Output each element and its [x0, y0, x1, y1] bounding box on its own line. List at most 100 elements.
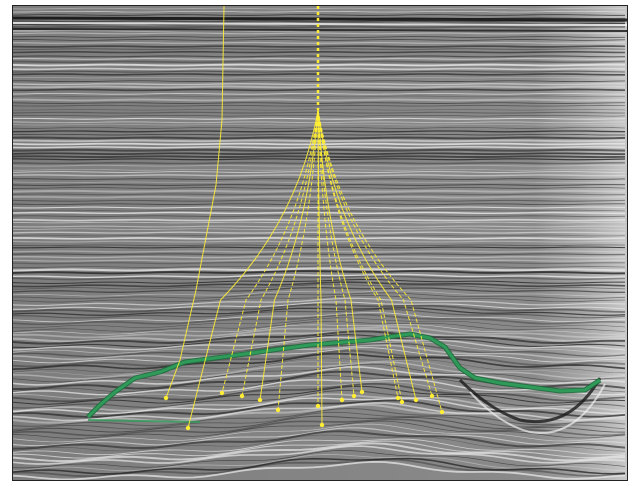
well-target-marker[interactable] — [219, 390, 225, 396]
well-trajectory[interactable] — [165, 6, 225, 399]
well-trajectory[interactable] — [277, 109, 319, 411]
reflector-line — [13, 240, 626, 243]
reflector-line — [13, 445, 626, 465]
reflector-line — [13, 460, 626, 480]
well-trajectory[interactable] — [317, 109, 323, 426]
reflector-line — [13, 265, 626, 268]
reflector-line — [13, 133, 625, 136]
reflector-line — [13, 308, 626, 319]
reflector-line — [13, 88, 626, 92]
well-trajectory[interactable] — [317, 109, 403, 403]
well-target-marker[interactable] — [275, 407, 281, 413]
reflector-line — [13, 453, 626, 472]
reflector-line — [13, 45, 626, 48]
reflector-line — [13, 330, 626, 345]
reflector-line — [13, 22, 627, 26]
well-target-marker[interactable] — [395, 395, 401, 401]
well-trajectory[interactable] — [241, 109, 319, 397]
reflector-line — [13, 312, 626, 323]
reflector-line — [13, 440, 626, 459]
reflector-line — [13, 267, 626, 272]
well-trajectory[interactable] — [259, 109, 319, 401]
well-target-marker[interactable] — [315, 403, 321, 409]
well-target-marker[interactable] — [239, 393, 245, 399]
reflector-line — [13, 80, 626, 82]
reflector-line — [13, 244, 626, 247]
reflector-line — [13, 325, 626, 339]
horizon-pick-segment[interactable] — [87, 419, 201, 423]
reflector-line — [13, 250, 626, 253]
well-trajectory[interactable] — [221, 109, 319, 394]
reflector-line — [13, 111, 626, 114]
reflector-line — [13, 255, 626, 259]
reflector-line — [13, 357, 626, 374]
well-target-marker[interactable] — [351, 393, 357, 399]
well-target-marker[interactable] — [339, 397, 345, 403]
reflector-line — [13, 261, 626, 265]
reflector-line — [13, 427, 626, 447]
reflector-line — [13, 434, 626, 452]
reflector-line — [13, 393, 626, 412]
horizon-layer — [86, 331, 602, 423]
reflector-line — [13, 407, 626, 427]
reflector-line — [13, 51, 626, 54]
well-target-marker[interactable] — [163, 395, 169, 401]
well-target-marker[interactable] — [319, 422, 325, 428]
reflector-line — [13, 328, 626, 343]
well-trajectory[interactable] — [317, 109, 443, 413]
reflector-line — [13, 152, 625, 155]
well-target-marker[interactable] — [359, 389, 365, 395]
reflector-line — [13, 360, 626, 376]
reflector-line — [13, 307, 626, 316]
well-target-marker[interactable] — [399, 399, 405, 405]
reflector-line — [13, 324, 626, 335]
reflector-line — [13, 321, 626, 332]
reflector-line — [13, 438, 626, 456]
reflector-line — [13, 352, 626, 370]
reflector-line — [13, 164, 626, 167]
reflector-line — [13, 284, 626, 290]
well-trajectory[interactable] — [187, 109, 319, 429]
reflector-line — [13, 340, 626, 354]
well-target-marker[interactable] — [185, 425, 191, 431]
well-target-marker[interactable] — [439, 409, 445, 415]
reflector-line — [13, 458, 626, 478]
well-trajectory[interactable] — [317, 109, 399, 399]
well-target-marker[interactable] — [413, 397, 419, 403]
reflector-line — [13, 397, 626, 415]
well-trajectory[interactable] — [317, 109, 433, 397]
reflector-line — [13, 420, 626, 439]
basement-reflector — [469, 383, 606, 434]
well-trajectories — [163, 6, 445, 431]
reflector-line — [13, 349, 626, 368]
reflector-line — [13, 270, 626, 275]
reflector-line — [13, 292, 626, 300]
well-trajectory[interactable] — [317, 109, 343, 401]
well-trajectory[interactable] — [317, 109, 417, 401]
reflector-line — [13, 281, 626, 288]
reflector-line — [13, 430, 626, 450]
reflector-line — [13, 63, 626, 67]
reflector-line — [13, 98, 626, 102]
reflector-line — [13, 16, 627, 22]
reflector-line — [13, 334, 626, 349]
well-target-marker[interactable] — [257, 397, 263, 403]
horizon-pick[interactable] — [86, 332, 601, 419]
reflector-line — [13, 317, 626, 329]
reflector-line — [13, 363, 626, 383]
reflector-line — [13, 92, 625, 95]
reflector-line — [13, 57, 626, 60]
reflector-line — [13, 450, 626, 469]
reflector-line — [13, 303, 626, 313]
reflector-line — [13, 275, 626, 281]
reflector-line — [13, 76, 626, 79]
reflector-line — [13, 344, 626, 361]
reflector-line — [13, 287, 625, 293]
reflector-line — [13, 104, 626, 107]
reflector-line — [13, 253, 626, 256]
well-trajectory[interactable] — [317, 109, 363, 393]
well-target-marker[interactable] — [429, 393, 435, 399]
reflector-line — [13, 25, 626, 29]
